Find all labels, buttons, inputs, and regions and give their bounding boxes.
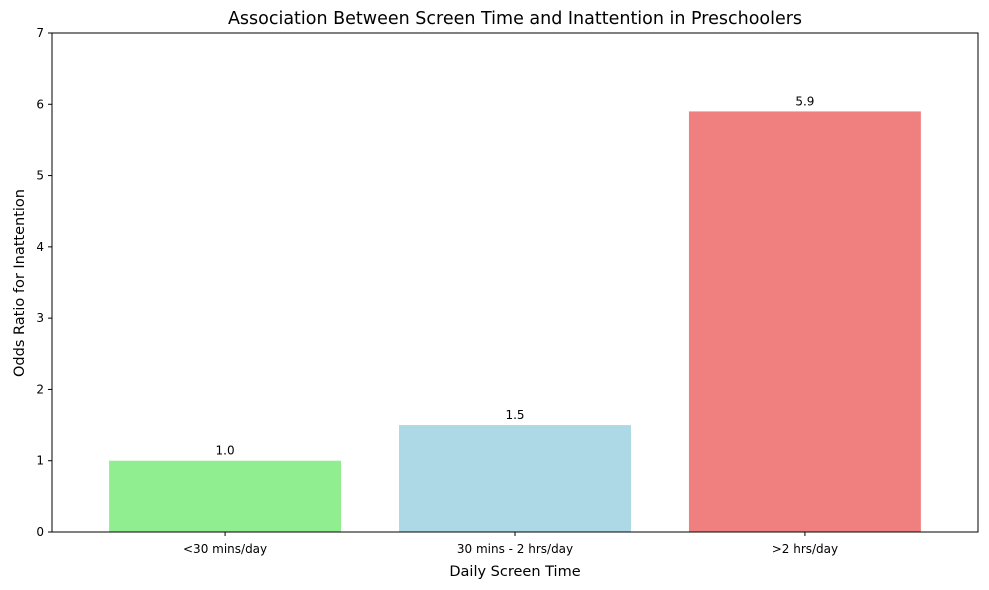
y-tick-label: 1 (36, 454, 44, 468)
bar-value-label: 5.9 (795, 94, 814, 108)
plot-area-frame (51, 32, 979, 533)
chart-title: Association Between Screen Time and Inat… (228, 9, 802, 29)
x-tick-label: >2 hrs/day (772, 542, 838, 556)
y-tick-label: 2 (36, 382, 44, 396)
x-axis-label: Daily Screen Time (449, 564, 580, 580)
y-tick-label: 4 (36, 240, 44, 254)
bar-value-label: 1.0 (216, 444, 235, 458)
bar (688, 111, 921, 533)
bar (109, 460, 342, 532)
bar-series (109, 111, 921, 533)
bar-value-label: 1.5 (505, 408, 524, 422)
y-tick-label: 3 (36, 311, 44, 325)
y-tick-label: 6 (36, 97, 44, 111)
y-tick-label: 5 (36, 169, 44, 183)
y-axis-label: Odds Ratio for Inattention (12, 189, 28, 377)
x-tick-label: 30 mins - 2 hrs/day (457, 542, 573, 556)
y-tick-label: 0 (36, 525, 44, 539)
x-tick-label: <30 mins/day (183, 542, 267, 556)
bar (399, 425, 631, 532)
y-tick-label: 7 (36, 26, 44, 40)
y-axis-ticks: 0 1 2 3 4 5 6 7 (36, 26, 52, 539)
data-labels: 1.0 1.5 5.9 (216, 94, 815, 457)
x-axis-ticks: <30 mins/day 30 mins - 2 hrs/day >2 hrs/da… (183, 532, 838, 556)
